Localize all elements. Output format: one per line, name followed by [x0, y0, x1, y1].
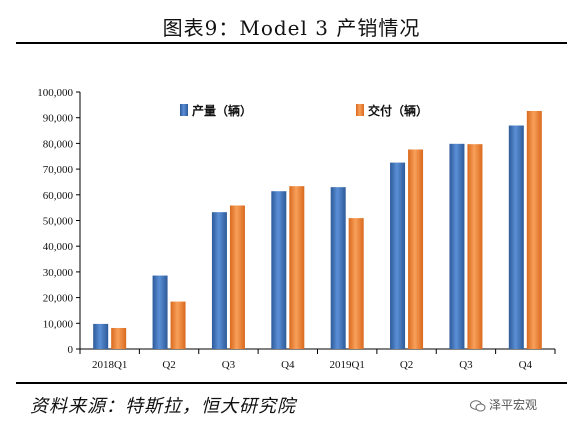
production-bar [330, 187, 346, 349]
y-tick-label: 60,000 [43, 190, 74, 202]
x-tick-label: 2019Q1 [329, 359, 364, 371]
y-tick-label: 100,000 [37, 87, 73, 99]
x-tick-label: Q3 [459, 359, 473, 371]
legend-label-deliveries: 交付（辆） [368, 103, 428, 118]
y-tick-label: 50,000 [43, 216, 74, 228]
bar-chart: 0 10,000 20,000 30,000 40,000 50,000 60,000 70,… [37, 87, 556, 371]
legend-swatch-production [180, 104, 188, 116]
x-tick-label: Q3 [222, 359, 236, 371]
y-tick-label: 30,000 [43, 267, 74, 279]
x-tick-label: Q4 [519, 359, 533, 371]
production-bar [271, 191, 287, 349]
footer-rule [16, 382, 567, 384]
y-tick-label: 90,000 [43, 113, 74, 125]
watermark-text: 泽平宏观 [489, 398, 538, 412]
deliveries-bar [408, 149, 424, 349]
deliveries-bar [526, 110, 542, 349]
deliveries-bar [170, 301, 186, 349]
legend-swatch-deliveries [356, 104, 364, 116]
y-tick-label: 40,000 [43, 241, 74, 253]
x-tick-label: Q4 [281, 359, 295, 371]
x-tick-label: Q2 [400, 359, 413, 371]
y-tick-label: 10,000 [43, 318, 74, 330]
y-tick-label: 0 [68, 344, 74, 356]
legend-label-production: 产量（辆） [192, 103, 252, 118]
y-tick-label: 80,000 [43, 138, 74, 150]
y-tick-label: 70,000 [43, 164, 74, 176]
production-bar [390, 162, 406, 349]
x-tick-label: 2018Q1 [92, 359, 127, 371]
wechat-icon [470, 399, 486, 411]
x-tick-label: Q2 [162, 359, 175, 371]
deliveries-bar [289, 186, 305, 349]
deliveries-bar [348, 218, 364, 349]
chart-title: 图表9：Model 3 产销情况 [162, 16, 421, 40]
deliveries-bar [111, 327, 127, 349]
deliveries-bar [467, 144, 483, 349]
deliveries-bar [229, 205, 245, 349]
production-bar [152, 275, 168, 349]
production-bar [93, 323, 109, 349]
watermark: 泽平宏观 [470, 396, 537, 413]
title-rule [16, 42, 567, 44]
y-tick-label: 20,000 [43, 293, 74, 305]
production-bar [211, 212, 227, 349]
source-note: 资料来源：特斯拉，恒大研究院 [30, 396, 296, 417]
production-bar [449, 143, 465, 349]
production-bar [508, 125, 524, 349]
